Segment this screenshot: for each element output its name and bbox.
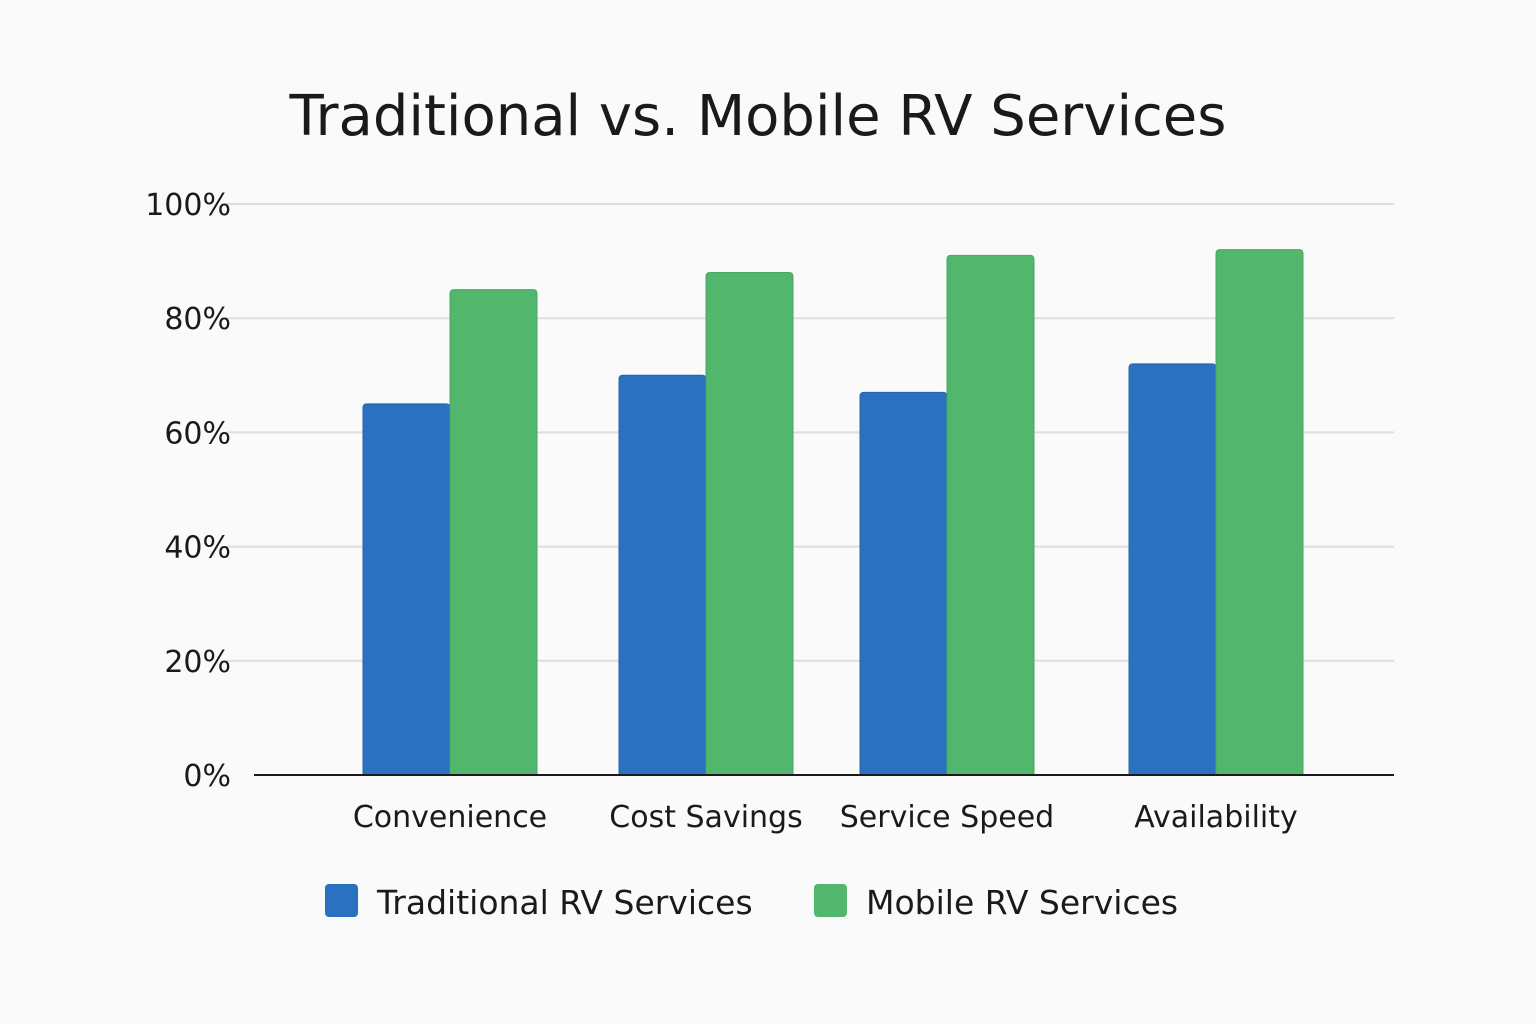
- bar-traditional-availability: [1128, 363, 1217, 776]
- x-tick-label: Convenience: [353, 800, 547, 835]
- bar-mobile-availability: [1215, 249, 1304, 776]
- y-tick-label: 60%: [164, 416, 231, 451]
- bar-mobile-service-speed: [946, 254, 1035, 776]
- x-axis-categories: Convenience Cost Savings Service Speed Avai…: [353, 800, 1298, 835]
- y-axis-ticks: 0% 20% 40% 60% 80% 100%: [145, 188, 231, 794]
- legend-label-mobile: Mobile RV Services: [866, 883, 1178, 922]
- y-tick-label: 80%: [164, 302, 231, 337]
- bar-mobile-cost-savings: [705, 272, 794, 776]
- legend-swatch-mobile: [814, 884, 847, 917]
- bars: [362, 249, 1304, 776]
- y-tick-label: 40%: [164, 531, 231, 566]
- bar-traditional-service-speed: [859, 391, 948, 776]
- legend-swatch-traditional: [325, 884, 358, 917]
- chart-title: Traditional vs. Mobile RV Services: [289, 84, 1227, 149]
- bar-mobile-convenience: [449, 289, 538, 776]
- legend-label-traditional: Traditional RV Services: [376, 883, 753, 922]
- y-tick-label: 0%: [183, 759, 231, 794]
- x-tick-label: Service Speed: [840, 800, 1054, 835]
- x-tick-label: Availability: [1134, 800, 1298, 835]
- y-tick-label: 20%: [164, 645, 231, 680]
- bar-traditional-convenience: [362, 403, 451, 776]
- y-tick-label: 100%: [145, 188, 231, 223]
- x-tick-label: Cost Savings: [609, 800, 802, 835]
- legend: Traditional RV Services Mobile RV Service…: [325, 883, 1178, 922]
- bar-traditional-cost-savings: [618, 374, 707, 776]
